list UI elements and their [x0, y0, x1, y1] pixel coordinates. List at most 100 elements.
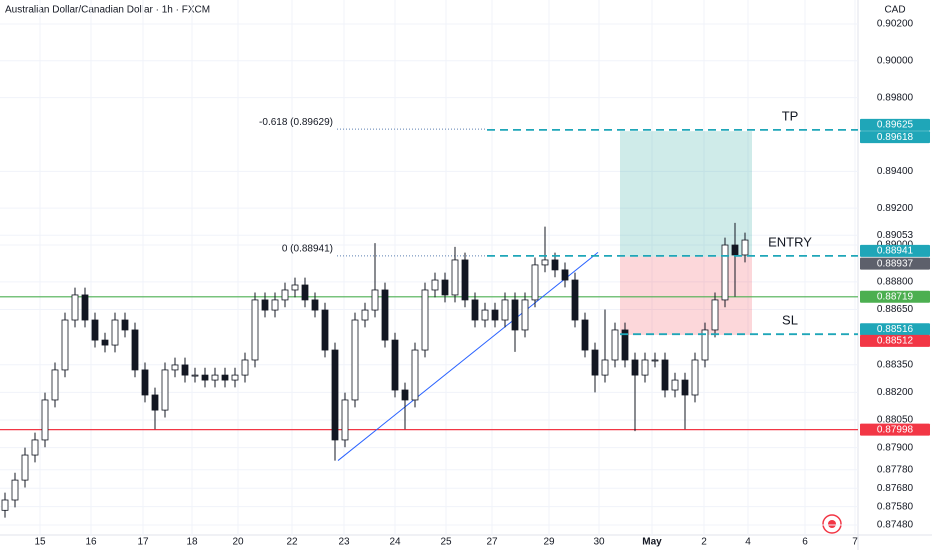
dashed-level-box [860, 118, 930, 131]
y-tick-label: 0.87480 [877, 520, 914, 531]
stop-box [860, 334, 930, 347]
x-tick-label: 30 [593, 537, 605, 548]
dashed-level-box [860, 323, 930, 336]
candle-body [381, 289, 389, 341]
candle-body [671, 379, 679, 391]
candle-body [691, 359, 699, 396]
candle-body [111, 319, 119, 346]
candle-body [251, 299, 259, 361]
candle-body [351, 319, 359, 401]
dashed-level-name: SL [782, 313, 798, 328]
candle-body [321, 309, 329, 351]
logo-dot [828, 520, 836, 528]
candle-body [91, 319, 99, 341]
candle-body [481, 309, 489, 321]
x-tick-label: May [642, 537, 662, 548]
x-tick-label: 20 [232, 537, 244, 548]
trend-line [337, 252, 599, 461]
candle-body [641, 359, 649, 376]
candle-body [561, 269, 569, 281]
x-tick-label: 16 [85, 537, 97, 548]
candle-body [651, 359, 659, 362]
candle-body [211, 374, 219, 381]
stop-zone [620, 256, 752, 335]
candle-body [471, 299, 479, 321]
candle-body [611, 329, 619, 361]
level-label: 0.87998 [877, 424, 914, 435]
candle-body [261, 299, 269, 311]
dashed-level-label: 0.88941 [877, 246, 914, 257]
level-label: 0.88719 [877, 291, 914, 302]
candle-body [591, 349, 599, 376]
candle-body [401, 389, 409, 401]
candle-body [731, 244, 739, 256]
x-tick-label: 7 [852, 537, 858, 548]
y-tick-label: 0.89400 [877, 166, 914, 177]
candle-body [511, 299, 519, 331]
y-tick-label: 0.88800 [877, 277, 914, 288]
y-tick-label: 0.89800 [877, 92, 914, 103]
candle-body [331, 349, 339, 441]
x-tick-label: 4 [745, 537, 751, 548]
x-tick-label: 27 [486, 537, 498, 548]
candle-body [421, 289, 429, 351]
target-label: 0.89618 [877, 132, 914, 143]
level-box [860, 290, 930, 303]
candle-body [121, 319, 129, 331]
candle-body [71, 294, 79, 321]
candle-body [411, 349, 419, 401]
y-tick-label: 0.90000 [877, 55, 914, 66]
fib-label: -0.618 (0.89629) [259, 117, 333, 128]
candle-body [571, 279, 579, 321]
dashed-level-box [860, 244, 930, 257]
candle-body [1, 499, 9, 511]
candle-body [151, 394, 159, 411]
y-tick-label: 0.88050 [877, 415, 914, 426]
logo-ring [822, 514, 842, 534]
candle-body [11, 479, 19, 501]
candle-body [31, 439, 39, 456]
candle-body [711, 299, 719, 331]
candle-body [171, 364, 179, 371]
candle-body [161, 369, 169, 411]
x-tick-label: 2 [701, 537, 707, 548]
candle-body [231, 374, 239, 381]
x-tick-label: 23 [338, 537, 350, 548]
currency: CAD [884, 5, 905, 16]
candle-body [441, 279, 449, 296]
candle-body [501, 299, 509, 321]
level-box [860, 423, 930, 436]
candle-body [451, 259, 459, 296]
candle-body [721, 244, 729, 301]
candle-body [491, 309, 499, 321]
candle-body [311, 299, 319, 311]
candle-body [81, 294, 89, 321]
dashed-level-name: TP [782, 108, 799, 123]
x-tick-label: 17 [137, 537, 149, 548]
y-tick-label: 0.87900 [877, 442, 914, 453]
x-tick-label: 22 [286, 537, 298, 548]
fib-label: 0 (0.88941) [282, 244, 333, 255]
y-tick-label: 0.87780 [877, 464, 914, 475]
candle-body [741, 239, 749, 256]
candle-body [51, 369, 59, 401]
candle-body [371, 289, 379, 311]
candle-body [681, 379, 689, 396]
candle-body [141, 369, 149, 396]
candle-body [271, 299, 279, 311]
candle-body [341, 399, 349, 441]
logo[interactable] [822, 514, 842, 534]
candle-body [581, 319, 589, 351]
candle-body [221, 374, 229, 381]
dashed-level-label: 0.88516 [877, 324, 914, 335]
stop-label: 0.88512 [877, 336, 914, 347]
dashed-level-label: 0.89625 [877, 120, 914, 131]
candle-body [291, 284, 299, 291]
candle-body [661, 359, 669, 391]
chart-title: Australian Dollar/Canadian Dollar · 1h ·… [5, 5, 210, 16]
y-tick-label: 0.88200 [877, 387, 914, 398]
candle-body [361, 309, 369, 321]
candle-body [281, 289, 289, 301]
x-tick-label: 29 [543, 537, 555, 548]
